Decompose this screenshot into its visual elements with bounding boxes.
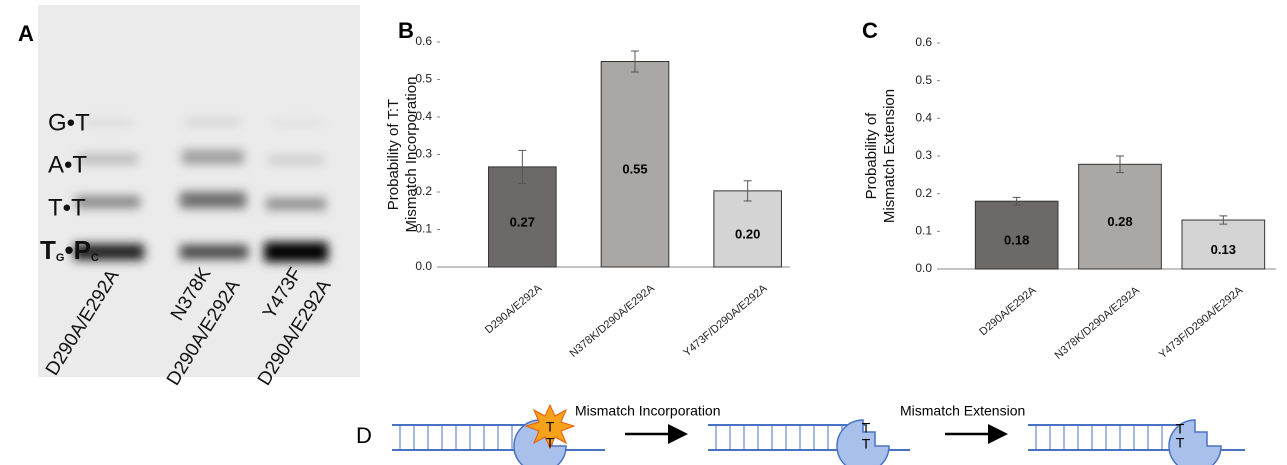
y-tick-label: 0.3: [915, 148, 932, 162]
y-tick-label: 0.1: [915, 224, 932, 238]
band-label: G•T: [48, 109, 90, 136]
value-label: 0.13: [1211, 242, 1236, 257]
value-label: 0.55: [622, 162, 647, 177]
y-tick-label: 0.2: [915, 186, 932, 200]
x-tick-label: Y473F/D290A/E292A: [1157, 284, 1246, 361]
base: T: [546, 435, 555, 451]
x-tick-label: D290A/E292A: [483, 282, 545, 336]
base: T: [862, 436, 871, 452]
x-tick-label: N378K/D290A/E292A: [1053, 284, 1143, 362]
value-label: 0.18: [1004, 233, 1029, 248]
base: T: [546, 419, 555, 435]
value-label: 0.20: [735, 226, 760, 241]
step-label: Mismatch Incorporation: [575, 403, 721, 419]
y-axis-label: Mismatch Incorporation: [403, 77, 420, 233]
figure: A G•T A•T T•T TG•PC D290A/E292A N378K D2…: [0, 0, 1287, 465]
x-tick-label: Y473F/D290A/E292A: [681, 282, 770, 359]
value-label: 0.28: [1107, 214, 1132, 229]
y-axis-label: Probability of T:T: [385, 99, 402, 210]
label-part: G: [56, 252, 65, 264]
base: T: [1176, 435, 1185, 451]
label-part: T: [40, 235, 56, 265]
label-part: •: [64, 235, 73, 265]
y-tick-label: 0.6: [415, 34, 432, 48]
y-axis-label: Probability of: [863, 112, 880, 200]
x-tick-label: N378K/D290A/E292A: [568, 282, 658, 360]
band-label: A•T: [48, 151, 87, 178]
band-label: TG•PC: [40, 235, 99, 265]
value-label: 0.27: [510, 214, 535, 229]
band-label: T•T: [48, 194, 86, 221]
panel-label: D: [356, 423, 372, 448]
y-tick-label: 0.0: [915, 261, 932, 275]
panel-label: C: [862, 18, 878, 43]
base: T: [862, 420, 871, 436]
y-tick-label: 0.4: [915, 111, 932, 125]
y-axis-label: Mismatch Extension: [881, 89, 898, 223]
panel-label: B: [398, 18, 414, 43]
label-part: P: [74, 235, 91, 265]
y-tick-label: 0.0: [415, 259, 432, 273]
label-part: C: [91, 252, 99, 264]
x-tick-label: D290A/E292A: [977, 284, 1039, 338]
y-tick-label: 0.6: [915, 35, 932, 49]
y-tick-label: 0.5: [915, 73, 932, 87]
panel-label: A: [18, 21, 34, 46]
step-label: Mismatch Extension: [900, 403, 1025, 419]
